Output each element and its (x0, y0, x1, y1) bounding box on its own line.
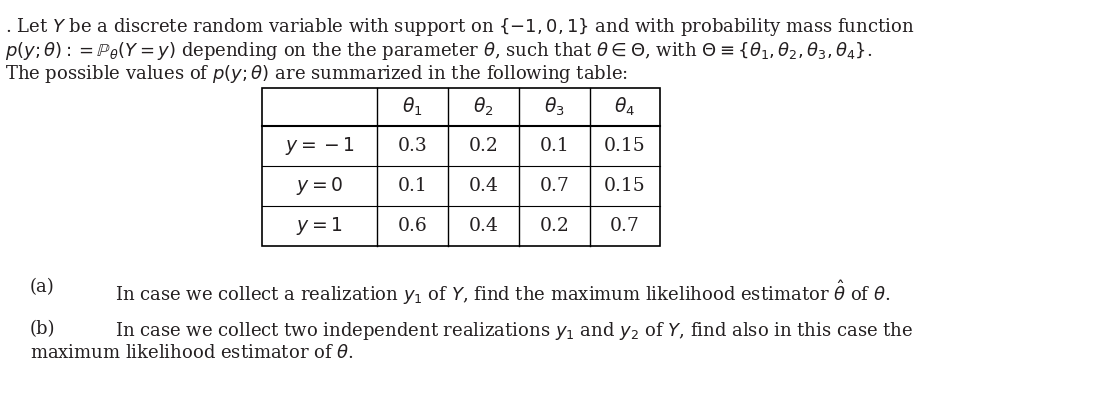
Text: 0.7: 0.7 (610, 217, 639, 235)
Text: $y = -1$: $y = -1$ (285, 135, 354, 157)
Text: $\theta_1$: $\theta_1$ (402, 96, 423, 118)
Text: maximum likelihood estimator of $\theta$.: maximum likelihood estimator of $\theta$… (30, 344, 353, 362)
Text: 0.2: 0.2 (540, 217, 569, 235)
Text: $p(y; \theta) := \mathbb{P}_\theta(Y = y)$ depending on the the parameter $\thet: $p(y; \theta) := \mathbb{P}_\theta(Y = y… (4, 40, 872, 62)
Text: 0.2: 0.2 (468, 137, 499, 155)
Text: $\theta_3$: $\theta_3$ (544, 96, 565, 118)
Text: 0.15: 0.15 (604, 177, 646, 195)
Text: 0.4: 0.4 (468, 177, 499, 195)
Text: 0.7: 0.7 (540, 177, 569, 195)
Text: (b): (b) (30, 320, 56, 338)
Text: $y = 0$: $y = 0$ (296, 175, 343, 197)
Text: The possible values of $p(y; \theta)$ are summarized in the following table:: The possible values of $p(y; \theta)$ ar… (4, 63, 628, 85)
Text: (a): (a) (30, 278, 55, 296)
Text: $\theta_4$: $\theta_4$ (615, 96, 635, 118)
Text: 0.1: 0.1 (540, 137, 569, 155)
Text: $\theta_2$: $\theta_2$ (473, 96, 494, 118)
Text: In case we collect a realization $y_1$ of $Y$, find the maximum likelihood estim: In case we collect a realization $y_1$ o… (115, 278, 891, 307)
Text: 0.6: 0.6 (398, 217, 427, 235)
Text: $y = 1$: $y = 1$ (296, 215, 343, 237)
Text: . Let $Y$ be a discrete random variable with support on $\{-1, 0, 1\}$ and with : . Let $Y$ be a discrete random variable … (4, 16, 915, 38)
Text: 0.3: 0.3 (398, 137, 427, 155)
Text: 0.4: 0.4 (468, 217, 499, 235)
Text: 0.1: 0.1 (398, 177, 427, 195)
Text: 0.15: 0.15 (604, 137, 646, 155)
Text: In case we collect two independent realizations $y_1$ and $y_2$ of $Y$, find als: In case we collect two independent reali… (115, 320, 913, 342)
